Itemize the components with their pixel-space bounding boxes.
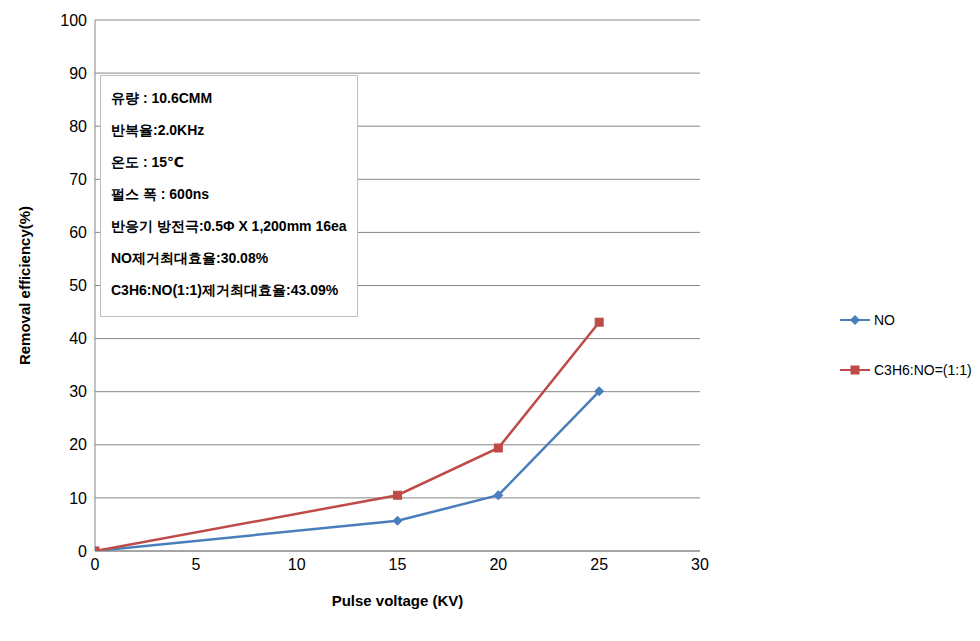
svg-text:10: 10 bbox=[69, 490, 87, 507]
svg-text:40: 40 bbox=[69, 330, 87, 347]
svg-text:25: 25 bbox=[590, 556, 608, 573]
svg-text:70: 70 bbox=[69, 171, 87, 188]
svg-text:100: 100 bbox=[60, 12, 87, 29]
svg-text:30: 30 bbox=[691, 556, 709, 573]
html-text:반복율:2.0KHz: 반복율:2.0KHz bbox=[111, 122, 205, 138]
svg-text:20: 20 bbox=[69, 436, 87, 453]
html-text:온도 : 15℃: 온도 : 15℃ bbox=[111, 154, 184, 170]
svg-text:60: 60 bbox=[69, 224, 87, 241]
svg-text:0: 0 bbox=[91, 556, 100, 573]
svg-text:50: 50 bbox=[69, 277, 87, 294]
html-text:NO: NO bbox=[874, 312, 895, 328]
html-text:NO제거최대효율:30.08%: NO제거최대효율:30.08% bbox=[111, 250, 269, 266]
svg-text:80: 80 bbox=[69, 118, 87, 135]
html-text:펄스 폭 : 600ns: 펄스 폭 : 600ns bbox=[111, 186, 209, 202]
svg-text:90: 90 bbox=[69, 65, 87, 82]
svg-text:Pulse voltage (KV): Pulse voltage (KV) bbox=[332, 592, 464, 609]
svg-text:15: 15 bbox=[389, 556, 407, 573]
html-text:C3H6:NO=(1:1): C3H6:NO=(1:1) bbox=[874, 362, 972, 378]
svg-text:20: 20 bbox=[489, 556, 507, 573]
svg-text:0: 0 bbox=[78, 543, 87, 560]
html-text:반응기 방전극:0.5Φ X 1,200mm 16ea: 반응기 방전극:0.5Φ X 1,200mm 16ea bbox=[111, 218, 347, 234]
svg-text:5: 5 bbox=[191, 556, 200, 573]
svg-text:10: 10 bbox=[288, 556, 306, 573]
html-text:유량 : 10.6CMM: 유량 : 10.6CMM bbox=[111, 90, 213, 106]
svg-text:30: 30 bbox=[69, 383, 87, 400]
svg-text:Removal efficiency(%): Removal efficiency(%) bbox=[16, 206, 33, 365]
html-text:C3H6:NO(1:1)제거최대효율:43.09%: C3H6:NO(1:1)제거최대효율:43.09% bbox=[111, 282, 339, 298]
